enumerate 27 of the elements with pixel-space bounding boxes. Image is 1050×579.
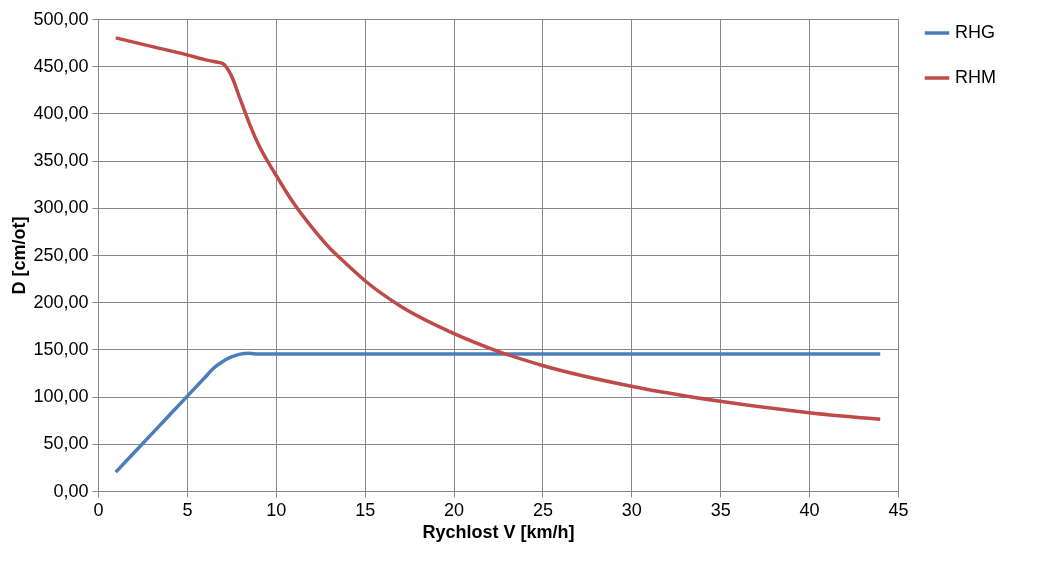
line-series [114,36,882,422]
y-tick-label: 50,00 [43,433,89,454]
x-tick-label: 40 [799,499,820,520]
y-axis-title: D [cm/ot] [9,216,30,295]
y-tick-label: 300,00 [33,197,89,218]
x-tick-label: 5 [182,499,193,520]
x-tick-label: 10 [266,499,287,520]
x-tick-label: 25 [532,499,553,520]
y-tick-label: 200,00 [33,291,89,312]
y-tick-label: 100,00 [33,386,89,407]
x-tick-label: 30 [621,499,642,520]
line-series [114,351,882,474]
legend-label: RHM [955,67,996,87]
y-tick-label: 250,00 [33,244,89,265]
y-tick-label: 500,00 [33,8,89,29]
x-tick-label: 0 [93,499,104,520]
y-tick-label: 400,00 [33,102,89,123]
y-tick-label: 150,00 [33,338,89,359]
x-tick-label: 20 [444,499,465,520]
y-tick-label: 0,00 [53,480,89,501]
y-tick-label: 350,00 [33,150,89,171]
x-tick-label: 15 [355,499,376,520]
x-tick-label: 35 [710,499,731,520]
x-tick-label: 45 [888,499,909,520]
legend-label: RHG [955,22,995,42]
x-axis-title: Rychlost V [km/h] [422,521,575,542]
y-tick-label: 450,00 [33,55,89,76]
